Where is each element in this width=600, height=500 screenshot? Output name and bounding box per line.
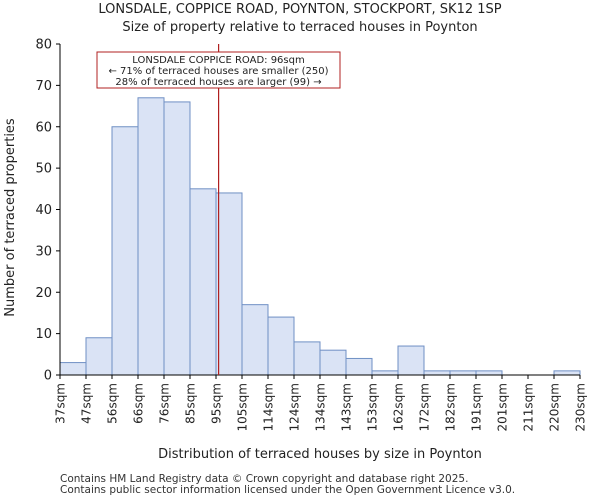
x-tick-label: 47sqm <box>80 383 94 424</box>
histogram-bar <box>85 337 113 376</box>
histogram-bar <box>423 370 451 376</box>
x-tick-label: 124sqm <box>288 383 302 431</box>
histogram-bar <box>189 188 217 376</box>
x-tick-label: 201sqm <box>496 383 510 431</box>
histogram-bar <box>293 341 321 376</box>
chart-title-line1: LONSDALE, COPPICE ROAD, POYNTON, STOCKPO… <box>98 2 502 17</box>
y-tick-label: 30 <box>35 244 52 259</box>
y-tick-label: 70 <box>35 79 52 94</box>
footer-copyright: Contains HM Land Registry data © Crown c… <box>60 473 469 485</box>
x-tick-label: 191sqm <box>470 383 484 431</box>
chart-title-line2: Size of property relative to terraced ho… <box>122 20 478 35</box>
y-tick-label: 10 <box>35 327 52 342</box>
x-tick-label: 85sqm <box>184 383 198 424</box>
y-axis-label: Number of terraced properties <box>3 118 18 317</box>
annotation-line1: LONSDALE COPPICE ROAD: 96sqm <box>132 55 304 66</box>
annotation-line2: ← 71% of terraced houses are smaller (25… <box>108 66 328 77</box>
x-tick-label: 172sqm <box>418 383 432 431</box>
y-tick-label: 60 <box>35 120 52 135</box>
x-tick-label: 114sqm <box>262 383 276 431</box>
x-tick-label: 143sqm <box>340 383 354 431</box>
histogram-bar <box>553 370 581 376</box>
histogram-bar <box>475 370 503 376</box>
annotation-line3: 28% of terraced houses are larger (99) → <box>115 77 321 88</box>
x-tick-label: 220sqm <box>548 383 562 431</box>
x-tick-label: 37sqm <box>54 383 68 424</box>
y-tick-label: 0 <box>44 369 52 384</box>
histogram-bar <box>163 101 191 376</box>
histogram-bar <box>137 97 165 376</box>
y-tick-label: 40 <box>35 203 52 218</box>
y-tick-label: 80 <box>35 38 52 53</box>
annotation-box <box>96 51 341 89</box>
histogram-bar <box>345 357 373 376</box>
histogram-bar <box>397 345 425 376</box>
histogram-bar <box>241 304 269 376</box>
x-tick-label: 56sqm <box>106 383 120 424</box>
footer-licence: Contains public sector information licen… <box>60 484 516 496</box>
histogram-bar <box>371 370 399 376</box>
histogram-bar <box>319 349 347 376</box>
histogram-bar <box>111 126 139 376</box>
y-tick-label: 50 <box>35 162 52 177</box>
x-axis-label: Distribution of terraced houses by size … <box>158 447 482 462</box>
x-tick-label: 230sqm <box>574 383 588 431</box>
histogram-bar <box>449 370 477 376</box>
x-tick-label: 76sqm <box>158 383 172 424</box>
x-tick-label: 95sqm <box>210 383 224 424</box>
histogram-bar <box>59 362 87 376</box>
x-tick-label: 162sqm <box>392 383 406 431</box>
x-tick-label: 66sqm <box>132 383 146 424</box>
x-tick-label: 134sqm <box>314 383 328 431</box>
x-tick-label: 182sqm <box>444 383 458 431</box>
x-tick-label: 105sqm <box>236 383 250 431</box>
x-tick-label: 211sqm <box>522 383 536 431</box>
x-tick-label: 153sqm <box>366 383 380 431</box>
histogram-bar <box>267 316 295 376</box>
histogram-bar <box>215 192 243 376</box>
y-tick-label: 20 <box>35 286 52 301</box>
